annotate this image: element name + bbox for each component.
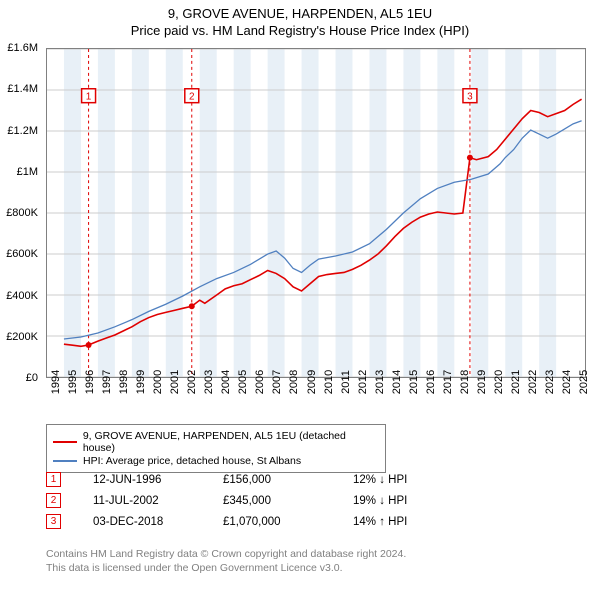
- footer-line-1: Contains HM Land Registry data © Crown c…: [46, 548, 406, 562]
- x-axis-label: 2005: [237, 370, 249, 394]
- sale-delta: 12% ↓ HPI: [353, 474, 453, 486]
- y-axis-label: £1.6M: [7, 42, 38, 54]
- x-axis-label: 2019: [476, 370, 488, 394]
- x-axis-label: 2022: [527, 370, 539, 394]
- x-axis-label: 2021: [510, 370, 522, 394]
- title-subtitle: Price paid vs. HM Land Registry's House …: [0, 23, 600, 38]
- x-axis-label: 2009: [306, 370, 318, 394]
- y-axis-label: £800K: [6, 207, 38, 219]
- y-axis-label: £0: [26, 372, 38, 384]
- title-address: 9, GROVE AVENUE, HARPENDEN, AL5 1EU: [0, 6, 600, 21]
- x-axis-label: 2010: [323, 370, 335, 394]
- sale-date: 12-JUN-1996: [93, 474, 223, 486]
- sale-date: 03-DEC-2018: [93, 516, 223, 528]
- footer-line-2: This data is licensed under the Open Gov…: [46, 562, 406, 576]
- x-axis-label: 2012: [357, 370, 369, 394]
- x-axis-label: 1998: [118, 370, 130, 394]
- sale-delta: 19% ↓ HPI: [353, 495, 453, 507]
- sale-row: 3 03-DEC-2018£1,070,00014% ↑ HPI: [46, 514, 453, 529]
- x-axis-label: 2016: [425, 370, 437, 394]
- x-axis-label: 1996: [84, 370, 96, 394]
- x-axis-label: 2024: [561, 370, 573, 394]
- x-axis-label: 2011: [340, 370, 352, 394]
- y-axis-label: £400K: [6, 290, 38, 302]
- sale-price: £1,070,000: [223, 516, 353, 528]
- y-axis-label: £1.4M: [7, 83, 38, 95]
- x-axis-label: 1997: [101, 370, 113, 394]
- x-axis-label: 2018: [459, 370, 471, 394]
- x-axis-label: 1995: [67, 370, 79, 394]
- svg-text:3: 3: [467, 92, 473, 103]
- sale-marker-box: 3: [46, 514, 61, 529]
- chart-area: 123 £0£200K£400K£600K£800K£1M£1.2M£1.4M£…: [46, 48, 586, 378]
- y-axis-label: £1M: [17, 166, 38, 178]
- title-block: 9, GROVE AVENUE, HARPENDEN, AL5 1EU Pric…: [0, 0, 600, 38]
- x-axis-label: 2003: [203, 370, 215, 394]
- x-axis-label: 2000: [152, 370, 164, 394]
- x-axis-label: 1999: [135, 370, 147, 394]
- x-axis-label: 2023: [544, 370, 556, 394]
- legend-swatch: [53, 460, 77, 462]
- svg-text:1: 1: [86, 92, 92, 103]
- sale-marker-box: 2: [46, 493, 61, 508]
- y-axis-label: £1.2M: [7, 125, 38, 137]
- x-axis-label: 2013: [374, 370, 386, 394]
- sale-delta: 14% ↑ HPI: [353, 516, 453, 528]
- sale-price: £156,000: [223, 474, 353, 486]
- x-axis-label: 2004: [220, 370, 232, 394]
- y-axis-label: £200K: [6, 331, 38, 343]
- sale-date: 11-JUL-2002: [93, 495, 223, 507]
- x-axis-label: 2007: [271, 370, 283, 394]
- x-axis-label: 2017: [442, 370, 454, 394]
- footer-attribution: Contains HM Land Registry data © Crown c…: [46, 548, 406, 575]
- sale-row: 2 11-JUL-2002£345,00019% ↓ HPI: [46, 493, 453, 508]
- sale-price: £345,000: [223, 495, 353, 507]
- x-axis-label: 2001: [169, 370, 181, 394]
- x-axis-label: 2006: [254, 370, 266, 394]
- legend-label: 9, GROVE AVENUE, HARPENDEN, AL5 1EU (det…: [83, 430, 379, 454]
- x-axis-label: 2002: [186, 370, 198, 394]
- legend-item: 9, GROVE AVENUE, HARPENDEN, AL5 1EU (det…: [53, 430, 379, 454]
- sale-marker-box: 1: [46, 472, 61, 487]
- x-axis-label: 2008: [288, 370, 300, 394]
- x-axis-label: 2015: [408, 370, 420, 394]
- legend-swatch: [53, 441, 77, 443]
- svg-text:2: 2: [189, 92, 195, 103]
- x-axis-label: 2020: [493, 370, 505, 394]
- x-axis-label: 1994: [50, 370, 62, 394]
- line-chart: 1 2 3: [46, 48, 586, 378]
- sale-row: 1 12-JUN-1996£156,00012% ↓ HPI: [46, 472, 453, 487]
- sales-table: 1 12-JUN-1996£156,00012% ↓ HPI 2 11-JUL-200…: [46, 466, 453, 535]
- chart-container: 9, GROVE AVENUE, HARPENDEN, AL5 1EU Pric…: [0, 0, 600, 590]
- x-axis-label: 2025: [578, 370, 590, 394]
- x-axis-label: 2014: [391, 370, 403, 394]
- y-axis-label: £600K: [6, 248, 38, 260]
